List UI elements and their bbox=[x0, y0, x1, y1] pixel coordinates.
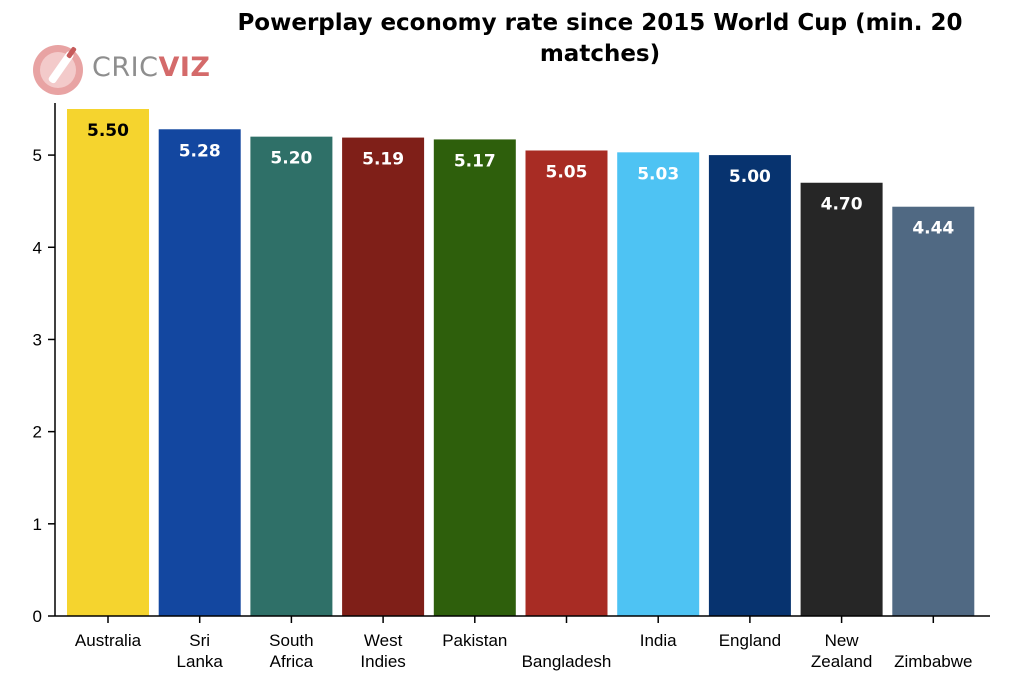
data-label: 5.19 bbox=[362, 150, 404, 170]
bar bbox=[617, 152, 700, 617]
x-tick-label-line: Lanka bbox=[177, 652, 224, 671]
x-tick-label-line: England bbox=[719, 631, 781, 650]
logo-wordmark: CRICVIZ bbox=[92, 52, 210, 83]
x-tick-label: Australia bbox=[75, 631, 142, 650]
x-tick-label: West Indies bbox=[360, 631, 405, 671]
x-tick-label-line: Sri bbox=[189, 631, 210, 650]
x-tick-label-line: Australia bbox=[75, 631, 142, 650]
data-label: 5.03 bbox=[637, 164, 679, 184]
data-label: 4.44 bbox=[912, 219, 954, 239]
y-tick-label: 4 bbox=[33, 238, 42, 257]
data-label: 5.50 bbox=[87, 121, 129, 141]
y-tick-label: 1 bbox=[33, 515, 42, 534]
logo-text-viz: VIZ bbox=[158, 52, 211, 83]
data-label: 4.70 bbox=[821, 195, 863, 215]
data-label: 5.17 bbox=[454, 151, 496, 171]
x-tick-label-line: Zealand bbox=[811, 652, 872, 671]
x-tick-label-line: South bbox=[269, 631, 313, 650]
cricket-bat-ball-icon bbox=[33, 45, 83, 95]
x-tick-label-line: Zimbabwe bbox=[894, 652, 972, 671]
bar bbox=[708, 155, 791, 616]
bar bbox=[158, 129, 241, 616]
x-tick-label: Sri Lanka bbox=[177, 631, 224, 671]
cricviz-logo: CRICVIZ bbox=[32, 44, 210, 96]
x-tick-label: England bbox=[719, 631, 781, 650]
x-tick-label-line: West bbox=[364, 631, 403, 650]
bar bbox=[800, 182, 883, 616]
bar bbox=[433, 139, 516, 617]
data-label: 5.28 bbox=[179, 141, 221, 161]
x-tick-label-line: Bangladesh bbox=[522, 652, 612, 671]
y-tick-label: 2 bbox=[33, 423, 42, 442]
y-tick-label: 3 bbox=[33, 330, 42, 349]
x-tick-label: Bangladesh bbox=[522, 652, 612, 671]
bar bbox=[525, 150, 608, 616]
bar bbox=[250, 136, 333, 616]
data-label: 5.05 bbox=[546, 162, 588, 182]
x-tick-label: India bbox=[640, 631, 677, 650]
logo-text-cric: CRIC bbox=[92, 52, 159, 83]
x-tick-label: Zimbabwe bbox=[894, 652, 972, 671]
data-label: 5.00 bbox=[729, 167, 771, 187]
bar bbox=[67, 109, 149, 616]
bar bbox=[342, 137, 425, 617]
x-tick-label-line: Indies bbox=[360, 652, 405, 671]
y-tick-label: 0 bbox=[33, 607, 42, 626]
chart-title: Powerplay economy rate since 2015 World … bbox=[237, 10, 963, 67]
x-tick-label: Pakistan bbox=[442, 631, 507, 650]
x-tick-label-line: India bbox=[640, 631, 677, 650]
x-tick-label: South Africa bbox=[269, 631, 313, 671]
y-tick-label: 5 bbox=[33, 146, 42, 165]
data-label: 5.20 bbox=[270, 149, 312, 169]
bar bbox=[892, 206, 975, 617]
x-tick-label-line: Africa bbox=[270, 652, 314, 671]
x-tick-label-line: New bbox=[825, 631, 860, 650]
x-tick-label-line: Pakistan bbox=[442, 631, 507, 650]
x-tick-label: New Zealand bbox=[811, 631, 872, 671]
